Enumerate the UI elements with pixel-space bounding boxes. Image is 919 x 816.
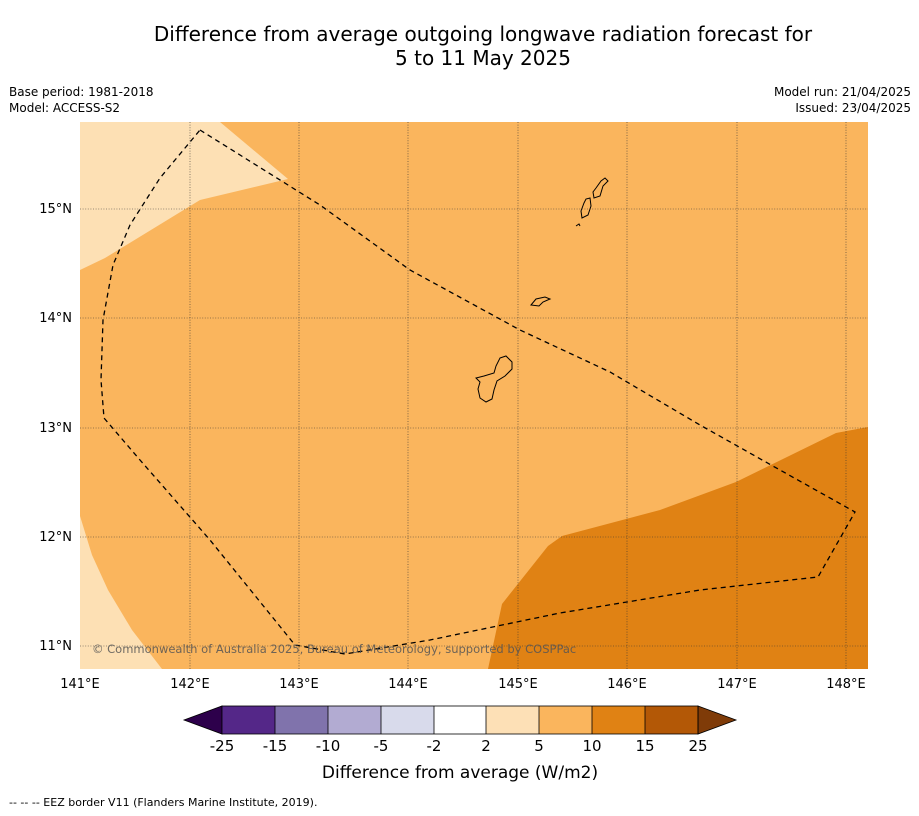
rota-island	[530, 296, 552, 307]
colorbar-ticks: -25 -15 -10 -5 -2 2 5 10 15 25	[210, 737, 708, 755]
colorbar-cell	[539, 706, 592, 734]
model-name: Model: ACCESS-S2	[9, 101, 121, 115]
anomaly-zone-10-15	[488, 427, 868, 669]
lat-label: 14°N	[39, 311, 72, 326]
meta-left: Base period: 1981-2018 Model: ACCESS-S2	[9, 84, 154, 116]
saipan-island	[592, 177, 609, 199]
lon-label: 142°E	[170, 677, 210, 692]
lon-label: 144°E	[388, 677, 428, 692]
title-line-2: 5 to 11 May 2025	[395, 46, 571, 70]
lon-label: 141°E	[60, 677, 100, 692]
colorbar-cell	[486, 706, 539, 734]
guam-island	[475, 355, 513, 403]
lon-label: 147°E	[717, 677, 757, 692]
issued-date: Issued: 23/04/2025	[795, 101, 911, 115]
colorbar-cell	[434, 706, 486, 734]
colorbar-tick: 2	[481, 737, 491, 755]
colorbar-tick: 15	[635, 737, 654, 755]
model-run: Model run: 21/04/2025	[773, 85, 911, 99]
lon-label: 143°E	[279, 677, 319, 692]
anomaly-zone-2-5-south	[80, 516, 162, 669]
colorbar-title: Difference from average (W/m2)	[322, 763, 598, 783]
colorbar-min-arrow	[182, 705, 223, 735]
colorbar-tick: -15	[263, 737, 288, 755]
colorbar-tick: 5	[534, 737, 544, 755]
lat-label: 11°N	[39, 639, 72, 654]
lon-label: 146°E	[607, 677, 647, 692]
map-area	[80, 122, 868, 669]
colorbar-tick: -2	[427, 737, 442, 755]
base-period: Base period: 1981-2018	[9, 85, 154, 99]
lat-labels: 15°N 14°N 13°N 12°N 11°N	[39, 202, 72, 654]
meta-right: Model run: 21/04/2025 Issued: 23/04/2025	[774, 84, 911, 116]
colorbar-cell	[381, 706, 434, 734]
anomaly-zone-2-5-north	[80, 122, 288, 270]
colorbar-tick: 25	[688, 737, 707, 755]
eez-border	[100, 129, 856, 655]
colorbar-cell	[328, 706, 381, 734]
islands	[475, 177, 609, 403]
lon-labels: 141°E 142°E 143°E 144°E 145°E 146°E 147°…	[60, 677, 866, 692]
colorbar-tick: -5	[374, 737, 389, 755]
aguijan-island	[575, 223, 581, 227]
lat-label: 13°N	[39, 421, 72, 436]
colorbar-max-arrow	[697, 705, 738, 735]
tinian-island	[580, 197, 592, 219]
lon-label: 145°E	[498, 677, 538, 692]
colorbar-cell	[275, 706, 328, 734]
lat-label: 12°N	[39, 530, 72, 545]
colorbar: -25 -15 -10 -5 -2 2 5 10 15 25 Differenc…	[182, 705, 738, 783]
chart-title: Difference from average outgoing longwav…	[0, 22, 919, 70]
eez-footnote: -- -- -- EEZ border V11 (Flanders Marine…	[9, 796, 318, 809]
lon-label: 148°E	[826, 677, 866, 692]
colorbar-cell	[222, 706, 275, 734]
colorbar-tick: 10	[582, 737, 601, 755]
colorbar-tick: -10	[316, 737, 341, 755]
graticule	[80, 122, 868, 669]
colorbar-cell	[592, 706, 645, 734]
title-line-1: Difference from average outgoing longwav…	[153, 22, 813, 46]
lat-label: 15°N	[39, 202, 72, 217]
colorbar-tick: -25	[210, 737, 235, 755]
colorbar-cell	[645, 706, 698, 734]
copyright-text: © Commonwealth of Australia 2025, Bureau…	[92, 642, 576, 656]
